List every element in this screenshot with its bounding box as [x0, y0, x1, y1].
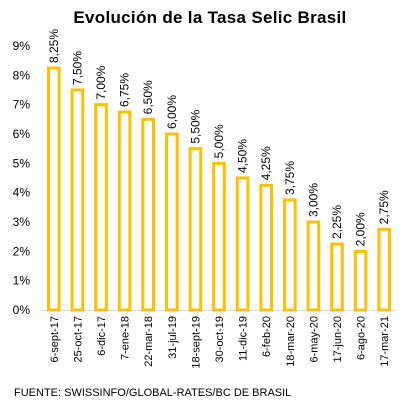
- data-label: 8,25%: [47, 29, 61, 63]
- y-tick-label: 8%: [13, 68, 31, 82]
- y-tick-label: 5%: [13, 156, 31, 170]
- data-label: 6,00%: [165, 95, 179, 129]
- data-label: 6,75%: [118, 73, 132, 107]
- bar: [164, 132, 179, 312]
- data-label: 7,50%: [70, 51, 84, 85]
- data-label: 2,25%: [330, 205, 344, 239]
- x-tick-label: 11-dic-19: [238, 316, 250, 361]
- chart-data-labels: 8,25% 7,50% 7,00% 6,75% 6,50% 6,00% 5,50% 5,00%…: [47, 29, 391, 247]
- data-label: 5,50%: [188, 109, 202, 143]
- x-tick-label: 6-sept-17: [49, 316, 61, 362]
- data-label: 6,50%: [141, 80, 155, 114]
- y-tick-label: 9%: [13, 39, 31, 53]
- bar: [282, 198, 297, 312]
- x-tick-label: 22-mar-18: [143, 316, 155, 367]
- x-axis-ticks: 6-sept-17 25-oct-17 6-dic-17 7-ene-18 22-mar…: [49, 316, 391, 369]
- data-label: 3,75%: [283, 161, 297, 195]
- x-tick-label: 25-oct-17: [72, 316, 84, 362]
- bar: [330, 242, 344, 312]
- bar: [212, 161, 226, 312]
- x-tick-label: 6-ago-20: [356, 316, 368, 360]
- x-tick-label: 6-may-20: [308, 316, 320, 362]
- y-tick-label: 4%: [13, 186, 31, 200]
- chart-source-note: FUENTE: SWISSINFO/GLOBAL-RATES/BC DE BRA…: [14, 387, 292, 399]
- y-tick-label: 3%: [13, 215, 31, 229]
- data-label: 7,00%: [94, 65, 108, 99]
- x-tick-label: 30-oct-19: [214, 316, 226, 362]
- bar: [46, 66, 61, 312]
- x-tick-label: 6-feb-20: [261, 316, 273, 357]
- y-tick-label: 0%: [13, 303, 31, 317]
- bar: [94, 103, 108, 312]
- bar: [377, 227, 392, 312]
- x-tick-label: 17-mar-21: [379, 316, 391, 367]
- y-tick-label: 2%: [13, 244, 31, 258]
- bar: [188, 147, 203, 312]
- y-tick-label: 7%: [13, 98, 31, 112]
- y-tick-label: 1%: [13, 274, 31, 288]
- data-label: 3,00%: [306, 183, 320, 217]
- y-axis-ticks: 0% 1% 2% 3% 4% 5% 6% 7% 8% 9%: [13, 39, 31, 317]
- bar: [259, 183, 274, 312]
- bar: [141, 117, 156, 312]
- data-label: 4,50%: [236, 139, 250, 173]
- chart-title: Evolución de la Tasa Selic Brasil: [73, 8, 347, 27]
- bar: [70, 88, 85, 312]
- bar: [306, 220, 321, 312]
- x-tick-label: 31-jul-19: [167, 316, 179, 359]
- bar: [117, 110, 132, 312]
- data-label: 4,25%: [259, 146, 273, 180]
- x-tick-label: 18-mar-20: [285, 316, 297, 367]
- x-tick-label: 18-sept-19: [190, 316, 202, 369]
- chart-bars: [46, 66, 392, 312]
- y-tick-label: 6%: [13, 127, 31, 141]
- data-label: 2,75%: [377, 190, 391, 224]
- data-label: 2,00%: [354, 212, 368, 246]
- bar: [353, 249, 368, 312]
- x-tick-label: 7-ene-18: [120, 316, 132, 360]
- data-label: 5,00%: [212, 124, 226, 158]
- x-tick-label: 6-dic-17: [96, 316, 108, 356]
- x-tick-label: 17-jun-20: [332, 316, 344, 362]
- bar: [235, 176, 250, 312]
